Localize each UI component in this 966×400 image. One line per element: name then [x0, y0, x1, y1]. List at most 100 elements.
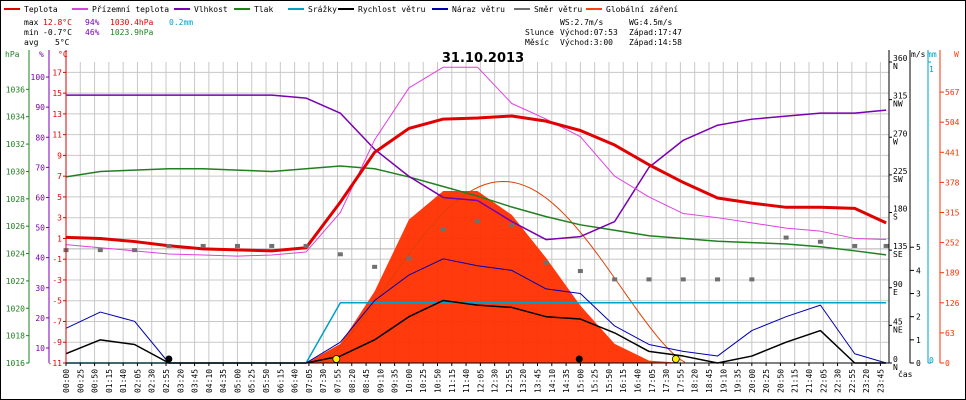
x-tick-label-43: 17:55 [676, 369, 685, 393]
legend-label-7: Směr větru [534, 5, 582, 14]
info-sun-label: Slunce [525, 28, 554, 37]
wind-dir-point-3 [166, 243, 172, 248]
x-tick-label-20: 08:20 [348, 369, 357, 393]
x-tick-label-33: 13:45 [534, 369, 543, 393]
wind-dir-point-20 [749, 277, 755, 282]
axis-dir-value-0: 0 [893, 355, 898, 364]
wind-dir-point-7 [303, 243, 309, 248]
wind-dir-point-2 [132, 248, 138, 253]
wind-dir-point-15 [577, 269, 583, 274]
x-tick-label-52: 21:40 [805, 369, 814, 393]
wind-dir-point-1 [97, 248, 103, 253]
axis-pct-label-2: 30 [35, 284, 45, 293]
x-axis: 00:00 00:25 00:50 01:15 01:40 02:05 02:30 02:55… [62, 363, 885, 393]
legend-label-0: Teplota [24, 5, 58, 14]
axis-w-label-4: 252 [945, 239, 960, 248]
temperature-line [65, 114, 887, 253]
radiation-area [66, 191, 889, 363]
axis-hpa-label-8: 1032 [6, 140, 25, 149]
x-tick-label-26: 10:50 [433, 369, 442, 393]
info-wg: WG:4.5m/s [629, 18, 673, 27]
axis-dir-value-3: 135 [893, 242, 908, 251]
info-moon-label: Měsíc [525, 38, 549, 47]
axis-dir-label-4: S [893, 213, 898, 222]
axes: 1016101810201022102410261028103010321034… [6, 50, 960, 372]
pressure-line [65, 165, 887, 256]
axis-ms-label-4: 4 [916, 266, 921, 275]
stats-max-rain: 0.2mm [169, 18, 193, 27]
x-tick-label-45: 18:45 [705, 369, 714, 393]
axis-hpa-label-7: 1030 [6, 167, 25, 176]
axis-pct-label-1: 20 [35, 314, 45, 323]
x-tick-label-37: 15:25 [591, 369, 600, 393]
axis-dir-value-7: 315 [893, 92, 908, 101]
x-tick-label-23: 09:35 [391, 369, 400, 393]
stats-min-label: min [24, 28, 39, 37]
x-tick-label-18: 07:30 [319, 369, 328, 393]
axis-dir-label-6: W [893, 137, 898, 146]
x-tick-label-3: 01:15 [105, 369, 114, 393]
x-tick-label-30: 12:30 [491, 369, 500, 393]
axis-hpa-label-0: 1016 [6, 359, 25, 368]
x-tick-label-36: 15:00 [576, 369, 585, 393]
x-tick-label-50: 20:50 [776, 369, 785, 393]
x-tick-label-11: 04:35 [219, 369, 228, 393]
x-tick-label-22: 09:10 [376, 369, 385, 393]
axis-w-label-5: 315 [945, 209, 960, 218]
wind-direction-series [63, 218, 889, 282]
axis-pct-label-4: 50 [35, 224, 45, 233]
axis-w-label-3: 189 [945, 269, 960, 278]
axis-unit-degc: °C [58, 50, 68, 59]
axis-temp-label-4: -3 [52, 276, 62, 285]
wind-dir-point-11 [440, 227, 446, 232]
x-tick-label-54: 22:30 [834, 369, 843, 393]
axis-pct-label-5: 60 [35, 193, 45, 202]
x-tick-label-47: 19:35 [734, 369, 743, 393]
axis-ms-label-1: 1 [916, 336, 921, 345]
chart-title: 31.10.2013 [442, 51, 524, 66]
axis-temp-label-6: 1 [57, 234, 62, 243]
x-tick-label-0: 00:00 [62, 369, 71, 393]
x-tick-label-53: 22:05 [819, 369, 828, 393]
legend-label-1: Přízemní teplota [92, 5, 169, 14]
axis-dir-value-4: 180 [893, 205, 908, 214]
moonset-marker [575, 355, 583, 363]
axis-temp-label-1: -9 [52, 338, 62, 347]
x-tick-label-16: 06:40 [291, 369, 300, 393]
wind-dir-point-9 [372, 264, 378, 269]
axis-pct-label-3: 40 [35, 254, 45, 263]
sunrise-marker [332, 355, 341, 363]
x-tick-label-29: 12:05 [476, 369, 485, 393]
wind-dir-point-8 [337, 252, 343, 257]
x-tick-label-44: 18:20 [691, 369, 700, 393]
axis-temp-label-11: 11 [52, 131, 62, 140]
x-tick-label-2: 00:50 [91, 369, 100, 393]
axis-temp-label-3: -5 [52, 297, 62, 306]
x-tick-label-8: 03:20 [176, 369, 185, 393]
x-tick-label-15: 06:15 [276, 369, 285, 393]
axis-ms-label-2: 2 [916, 313, 921, 322]
wind-dir-point-13 [509, 223, 515, 228]
axis-hpa-label-10: 1036 [6, 85, 25, 94]
x-tick-label-13: 05:25 [248, 369, 257, 393]
axis-unit-w: W [954, 50, 959, 59]
radiation-max-curve [318, 180, 686, 364]
info-moonset: Západ:14:58 [629, 38, 682, 47]
legend-label-4: Srážky [308, 5, 337, 14]
axis-dir-value-5: 225 [893, 167, 908, 176]
x-tick-label-14: 05:50 [262, 369, 271, 393]
stats-avg-temp: 5°C [55, 38, 70, 47]
x-tick-label-57: 23:45 [876, 369, 885, 393]
axis-hpa-label-1: 1018 [6, 332, 25, 341]
info-block: WS:2.7m/s WG:4.5m/s Slunce Východ:07:53 … [525, 18, 682, 47]
axis-unit-ms: m/s [911, 50, 926, 59]
axis-dir-label-8: N [893, 62, 898, 71]
wind-dir-point-17 [646, 277, 652, 282]
axis-dir-label-5: SW [893, 175, 903, 184]
sun-moon-markers [165, 355, 680, 363]
wind-dir-point-18 [680, 277, 686, 282]
axis-unit-time: čas [898, 369, 913, 379]
info-sunrise: Východ:07:53 [560, 28, 618, 37]
axis-temp-label-7: 3 [57, 214, 62, 223]
axis-dir-label-1: NE [893, 325, 903, 334]
